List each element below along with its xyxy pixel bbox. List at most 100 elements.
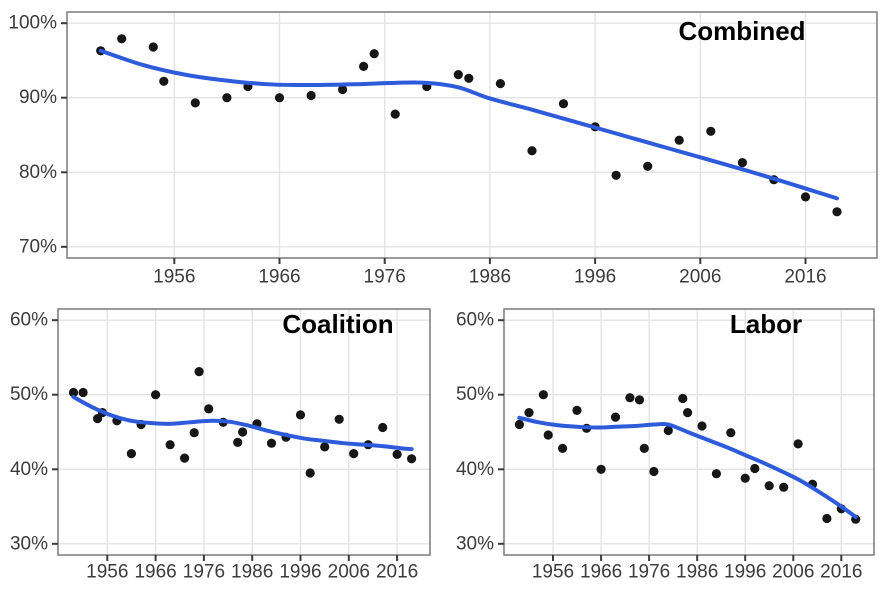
- data-point: [266, 438, 277, 448]
- data-point: [233, 437, 243, 447]
- x-tick-label: 2016: [820, 562, 862, 583]
- data-point: [611, 170, 621, 180]
- data-point: [543, 430, 553, 440]
- data-point: [390, 109, 400, 119]
- panel-combined: 100% 90% 80% 70% 1956 1966 1976 1986 1996 2006 201…: [8, 11, 878, 288]
- data-point: [274, 93, 285, 103]
- data-point: [697, 421, 707, 431]
- x-tick-label: 2006: [679, 267, 721, 288]
- y-tick-label: 40%: [10, 459, 48, 480]
- x-tick-label: 1986: [231, 562, 273, 583]
- data-point: [334, 414, 344, 424]
- data-point: [78, 387, 88, 398]
- data-point: [572, 405, 582, 415]
- data-point: [649, 466, 659, 477]
- data-point: [238, 427, 248, 437]
- data-point: [740, 473, 750, 483]
- data-point: [678, 393, 688, 404]
- trend-line: [517, 415, 858, 519]
- data-point: [306, 90, 316, 101]
- x-tick-label: 1966: [134, 562, 176, 583]
- data-point: [634, 395, 645, 405]
- data-point: [117, 34, 127, 44]
- data-point: [726, 428, 736, 438]
- trend-line: [71, 394, 414, 452]
- data-point: [68, 387, 79, 398]
- data-point: [126, 449, 136, 459]
- data-point: [764, 481, 774, 491]
- x-tick-label: 1976: [364, 267, 406, 288]
- data-point: [793, 439, 803, 449]
- data-point: [822, 513, 832, 524]
- x-tick-label: 1956: [86, 562, 128, 583]
- data-point: [305, 468, 315, 478]
- data-point: [189, 428, 199, 438]
- x-tick-label: 1996: [279, 562, 321, 583]
- x-tick-label: 1996: [724, 562, 766, 583]
- data-point: [538, 390, 549, 400]
- data-point: [148, 42, 158, 52]
- data-point: [349, 449, 359, 459]
- panel-title: Coalition: [282, 309, 393, 339]
- data-point: [514, 419, 525, 430]
- data-point: [663, 425, 673, 436]
- x-tick-label: 1986: [676, 562, 718, 583]
- y-tick-label: 60%: [456, 310, 494, 331]
- data-point: [683, 408, 693, 418]
- data-point: [558, 443, 568, 453]
- y-tick-label: 50%: [456, 384, 494, 405]
- y-tick-label: 80%: [19, 162, 57, 183]
- panel-title: Labor: [730, 309, 802, 339]
- x-tick-label: 1956: [532, 562, 574, 583]
- x-tick-label: 1996: [574, 267, 616, 288]
- y-tick-label: 70%: [19, 236, 57, 257]
- y-tick-label: 90%: [19, 87, 57, 108]
- data-point: [832, 207, 842, 217]
- data-point: [165, 440, 175, 450]
- data-point: [495, 79, 505, 89]
- trend-line: [98, 48, 840, 201]
- panel-border: [66, 11, 878, 259]
- x-tick-label: 1976: [628, 562, 670, 583]
- data-point: [524, 408, 534, 418]
- data-point: [558, 99, 569, 109]
- data-point: [643, 161, 653, 171]
- panel-coalition: 60% 50% 40% 30% 1956 1966 1976 1986 1996 2006 2016…: [10, 308, 431, 583]
- x-tick-label: 1986: [469, 267, 511, 288]
- data-point: [159, 76, 169, 86]
- data-point: [295, 410, 306, 420]
- data-point: [151, 390, 161, 400]
- y-tick-label: 50%: [10, 384, 48, 405]
- panel-border: [57, 308, 431, 556]
- data-point: [527, 146, 537, 156]
- x-tick-label: 1956: [153, 267, 195, 288]
- x-tick-label: 2006: [328, 562, 370, 583]
- data-point: [359, 61, 369, 71]
- data-point: [639, 443, 649, 453]
- data-point: [674, 135, 684, 145]
- data-point: [737, 158, 748, 168]
- x-tick-label: 1966: [580, 562, 622, 583]
- data-point: [204, 404, 214, 414]
- data-point: [392, 449, 402, 459]
- y-tick-label: 30%: [10, 533, 48, 554]
- x-tick-label: 2016: [784, 267, 826, 288]
- data-point: [222, 93, 232, 103]
- data-point: [711, 469, 722, 479]
- x-tick-label: 2006: [772, 562, 814, 583]
- data-point: [338, 84, 348, 95]
- data-point: [706, 126, 716, 136]
- data-point: [596, 464, 606, 474]
- data-point: [750, 463, 760, 474]
- panel-labor: 60% 50% 40% 30% 1956 1966 1976 1986 1996 2006 2016…: [456, 308, 875, 583]
- y-tick-label: 60%: [10, 310, 48, 331]
- data-point: [779, 482, 789, 492]
- x-tick-label: 1976: [183, 562, 225, 583]
- data-point: [625, 393, 635, 403]
- data-point: [453, 70, 463, 80]
- panel-title: Combined: [678, 16, 805, 46]
- data-point: [180, 453, 190, 463]
- data-point: [369, 49, 379, 59]
